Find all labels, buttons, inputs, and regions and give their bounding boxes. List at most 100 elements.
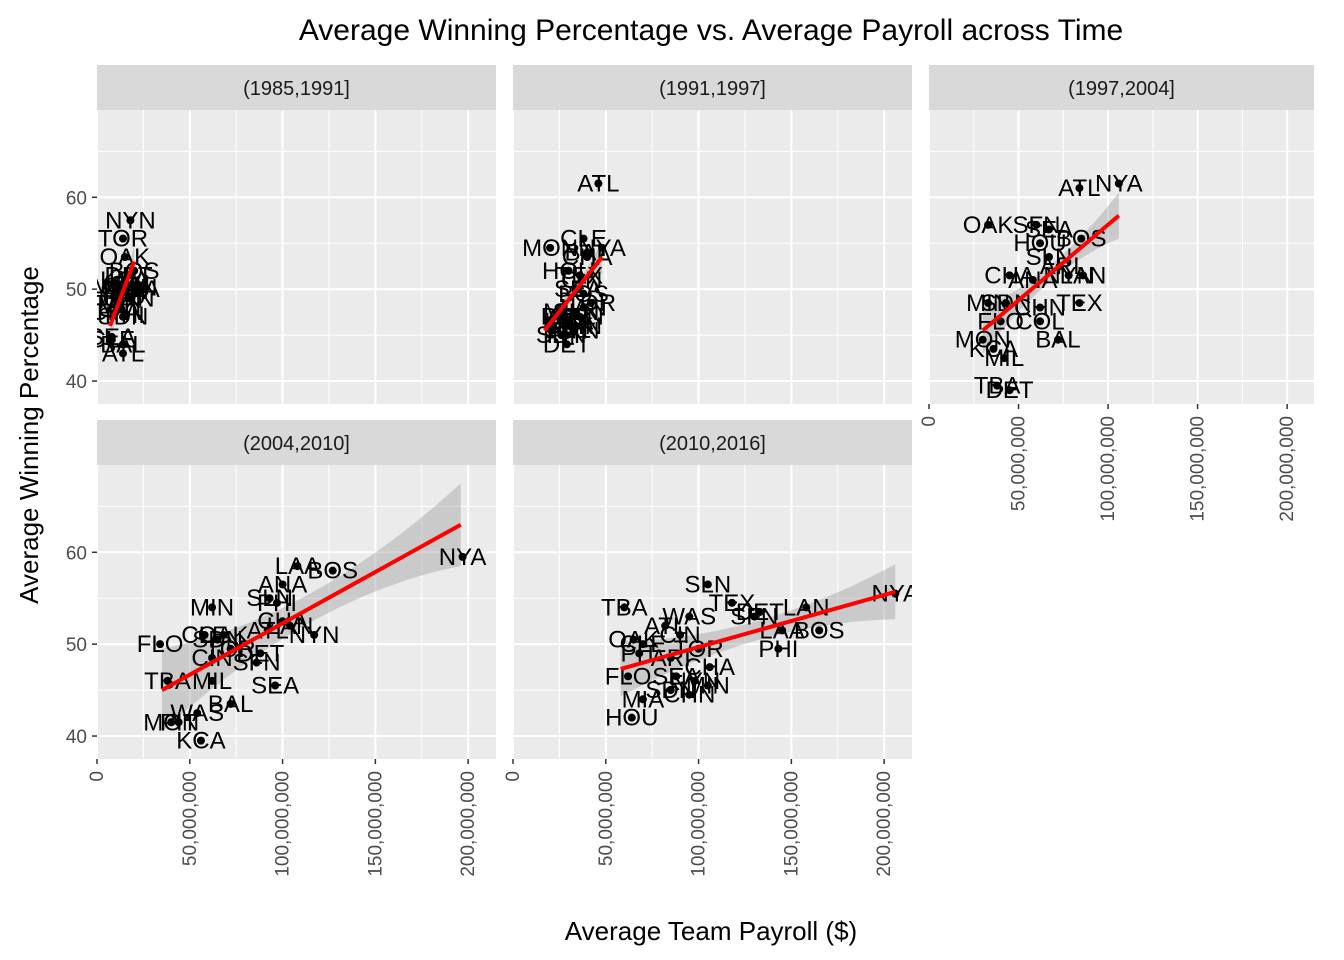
team-label: WAS [662, 604, 716, 631]
data-point [638, 695, 647, 704]
data-point [562, 331, 571, 340]
facet-strip-label: (2010,2016] [659, 433, 766, 455]
team-label: MIA [622, 686, 665, 713]
plot-area: ATLCLENYAMONBALCHAHOUTEXCINSEABOSTORLANM… [522, 171, 626, 359]
data-point [598, 243, 607, 252]
facet-strip [929, 65, 1314, 110]
data-point [978, 335, 987, 344]
data-point [624, 672, 633, 681]
data-point [1028, 275, 1037, 284]
data-point [703, 681, 712, 690]
team-label: DET [543, 331, 591, 358]
data-point [193, 709, 202, 718]
x-tick-label: 150,000,000 [781, 771, 802, 877]
data-point [1114, 179, 1123, 188]
team-label: BOS [794, 617, 845, 644]
data-point [118, 234, 127, 243]
x-tick-label: 50,000,000 [596, 771, 617, 866]
team-label: CLE [89, 327, 136, 354]
data-point [564, 266, 573, 275]
data-point [208, 676, 217, 685]
team-label: ATL [1058, 175, 1100, 202]
data-point [200, 630, 209, 639]
facet-panel: (2004,2010]NYALAABOSANASLNPHIMINCHALANAT… [66, 420, 496, 877]
team-label: HOU [542, 258, 595, 285]
data-point [1036, 303, 1045, 312]
y-tick-label: 60 [66, 543, 87, 564]
y-tick-label: 50 [66, 280, 87, 301]
team-label: CHA [684, 654, 735, 681]
team-label: MIL [192, 668, 232, 695]
data-point [676, 630, 685, 639]
data-point [328, 566, 337, 575]
data-point [993, 381, 1002, 390]
data-point [586, 298, 595, 307]
plot-area: NYALAABOSANASLNPHIMINCHALANATLOAKNYNCLES… [137, 483, 487, 755]
team-label: CLE [181, 622, 228, 649]
team-label: MIN [190, 594, 234, 621]
data-point [570, 326, 579, 335]
x-tick-label: 50,000,000 [180, 771, 201, 866]
facet-strip [513, 420, 912, 465]
data-point [583, 253, 592, 261]
data-point [265, 594, 274, 603]
data-point [208, 603, 217, 612]
team-label: CHA [984, 262, 1035, 289]
data-point [118, 349, 127, 358]
data-point [750, 612, 759, 621]
data-point [120, 253, 129, 261]
team-label: TOR [673, 636, 723, 663]
team-label: ANA [258, 571, 307, 598]
team-label: MIL [984, 345, 1024, 372]
facet-strip-label: (1985,1991] [243, 78, 350, 100]
data-point [579, 303, 588, 312]
data-point [167, 718, 176, 727]
data-point [661, 621, 670, 630]
team-label: OAK [608, 627, 659, 654]
y-tick-label: 40 [66, 727, 87, 748]
fit-line [542, 255, 604, 332]
data-point [1077, 234, 1086, 243]
team-label: CHN [103, 285, 155, 312]
data-point [989, 344, 998, 353]
team-label: DET [986, 377, 1034, 404]
data-point [278, 580, 287, 589]
team-label: NYN [670, 668, 721, 695]
data-point [1053, 335, 1062, 344]
data-point [620, 603, 629, 612]
team-label: ATL [577, 171, 619, 198]
y-tick-label: 50 [66, 635, 87, 656]
data-point [196, 736, 205, 745]
team-label: COL [1015, 308, 1064, 335]
team-label: SLN [1026, 244, 1073, 271]
data-point [156, 640, 165, 649]
x-tick-label: 0 [87, 771, 108, 782]
x-tick-label: 100,000,000 [273, 771, 294, 877]
team-label: FLO [137, 631, 184, 658]
facet-panels: (1985,1991] NYNTOROAKBOSDETKCACALMONSLNLA… [66, 65, 1314, 877]
data-point [546, 243, 555, 252]
data-point [705, 663, 714, 672]
x-tick-label: 50,000,000 [1009, 416, 1030, 511]
data-point [984, 220, 993, 229]
team-label: ATL [102, 340, 144, 367]
facet-panel: (1997,2004]NYAATLOAKSFNSEABOSHOUSLNARILA… [919, 65, 1314, 522]
team-label: BAL [208, 691, 253, 718]
fit-line [108, 260, 136, 327]
data-point [627, 713, 636, 722]
team-label: CIN [659, 622, 700, 649]
team-label: MON [143, 709, 199, 736]
team-label: NYA [439, 544, 487, 571]
y-axis-title: Average Winning Percentage [14, 266, 44, 604]
data-point [118, 340, 127, 349]
data-point [131, 285, 140, 294]
data-point [564, 321, 573, 330]
team-label: NYA [1095, 171, 1143, 198]
team-label: PHI [257, 590, 297, 617]
data-point [1002, 298, 1010, 307]
y-tick-label: 60 [66, 188, 87, 209]
team-label: HOU [605, 705, 658, 732]
data-point [1044, 225, 1053, 234]
team-label: NYN [1043, 262, 1094, 289]
team-label: CHA [562, 244, 613, 271]
